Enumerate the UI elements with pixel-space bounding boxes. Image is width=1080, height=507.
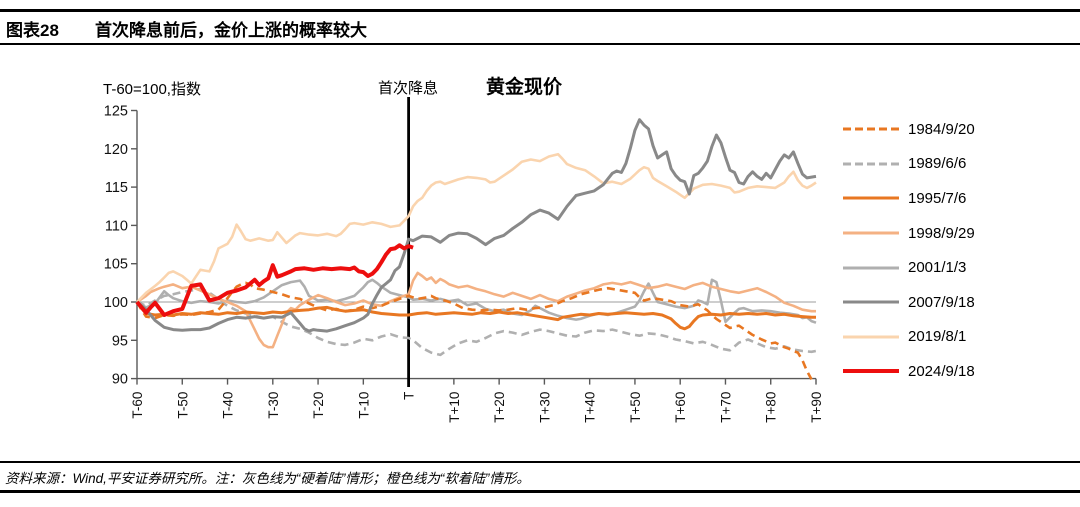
legend-item-1984-9-20: 1984/9/20 (841, 112, 975, 147)
figure-title: 首次降息前后，金价上涨的概率较大 (95, 21, 367, 40)
footer-bottom-rule (0, 490, 1080, 493)
legend-label: 1984/9/20 (908, 120, 975, 138)
x-axis-tick-label: T+30 (537, 392, 552, 423)
y-axis-tick-label: 110 (105, 218, 128, 234)
x-axis-tick-label: T+60 (673, 392, 688, 423)
legend-line-swatch (843, 196, 899, 200)
y-axis-tick-label: 120 (104, 142, 128, 158)
legend-line-swatch (843, 335, 899, 339)
series-line-2019-8-1 (136, 152, 817, 303)
chart-legend: 1984/9/20 1989/6/6 1995/7/6 1998/9/29 2001/1… (841, 112, 975, 389)
series-line-1984-9-20 (135, 281, 813, 381)
legend-label: 2024/9/18 (908, 362, 975, 380)
y-axis-tick-label: 95 (112, 333, 128, 349)
chart-title: 黄金现价 (486, 77, 563, 98)
y-axis-tick-label: 125 (104, 104, 128, 120)
series-line-2001-1-3 (136, 278, 817, 324)
x-axis-tick-label: T+10 (447, 392, 462, 423)
legend-line-swatch (843, 266, 899, 270)
x-axis-tick-label: T-50 (175, 392, 190, 419)
legend-line-swatch (843, 300, 899, 304)
y-axis-tick-label: 115 (105, 180, 128, 196)
legend-item-2007-9-18: 2007/9/18 (841, 285, 975, 320)
legend-item-1989-6-6: 1989/6/6 (841, 147, 975, 182)
x-axis-tick-label: T-10 (356, 392, 371, 419)
x-axis-tick-label: T-30 (266, 392, 281, 419)
axis-note: T-60=100,指数 (103, 81, 201, 98)
legend-item-1995-7-6: 1995/7/6 (841, 181, 975, 216)
x-axis-tick-label: T+20 (492, 392, 507, 423)
legend-label: 1995/7/6 (908, 189, 967, 207)
legend-line-swatch (843, 127, 899, 131)
legend-item-2019-8-1: 2019/8/1 (841, 320, 975, 355)
legend-label: 1998/9/29 (908, 224, 975, 242)
legend-item-2024-9-18: 2024/9/18 (841, 354, 975, 389)
header-top-rule (0, 9, 1080, 12)
legend-label: 2001/1/3 (908, 259, 967, 277)
x-axis-tick-label: T+40 (583, 392, 598, 423)
legend-label: 2007/9/18 (908, 293, 975, 311)
y-axis-tick-label: 105 (104, 257, 128, 273)
legend-item-2001-1-3: 2001/1/3 (841, 250, 975, 285)
y-axis-tick-label: 100 (104, 295, 128, 311)
x-axis-tick-label: T-40 (221, 392, 236, 419)
legend-line-swatch (843, 369, 899, 374)
header-bottom-rule (0, 43, 1080, 45)
x-axis-tick-label: T (402, 392, 417, 400)
legend-item-1998-9-29: 1998/9/29 (841, 216, 975, 251)
x-axis-tick-label: T+50 (628, 392, 643, 423)
legend-line-swatch (843, 162, 899, 166)
x-axis-tick-label: T+70 (718, 392, 733, 423)
legend-line-swatch (843, 231, 899, 235)
x-axis-tick-label: T+90 (809, 392, 824, 423)
y-axis-tick-label: 90 (112, 372, 128, 388)
footer-top-rule (0, 461, 1080, 463)
legend-label: 2019/8/1 (908, 328, 967, 346)
figure-tag: 图表28 (6, 21, 59, 40)
source-note: 资料来源：Wind,平安证券研究所。注：灰色线为“硬着陆”情形；橙色线为“软着陆… (5, 471, 530, 486)
series-line-2024-9-18 (135, 243, 414, 317)
legend-label: 1989/6/6 (908, 155, 967, 173)
series-line-1998-9-29 (136, 271, 816, 349)
x-axis-tick-label: T-60 (130, 392, 145, 419)
series-line-1989-6-6 (136, 287, 817, 357)
x-axis-tick-label: T+80 (764, 392, 779, 423)
series-line-1995-7-6 (135, 301, 816, 331)
series-line-2007-9-18 (136, 118, 817, 333)
event-line-label: 首次降息 (377, 80, 439, 97)
x-axis-tick-label: T-20 (311, 392, 326, 419)
